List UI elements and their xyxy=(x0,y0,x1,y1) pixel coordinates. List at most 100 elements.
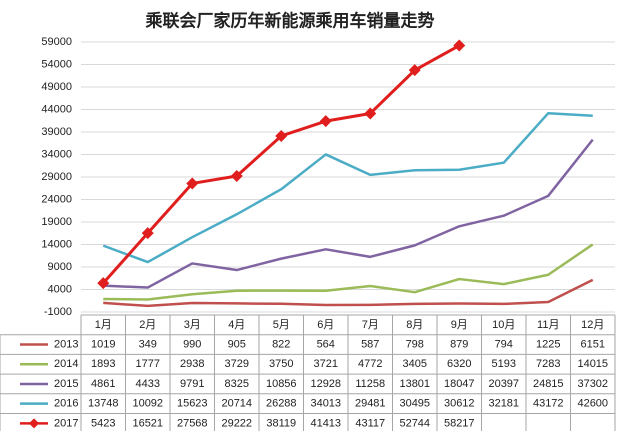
table-cell: 42600 xyxy=(577,398,608,410)
table-cell: 8325 xyxy=(225,378,249,390)
y-tick-label: 39000 xyxy=(41,126,72,138)
legend-label: 2014 xyxy=(54,358,78,370)
x-tick-label: 10月 xyxy=(492,319,515,331)
marker xyxy=(275,129,288,142)
x-tick-label: 5月 xyxy=(273,319,290,331)
marker xyxy=(453,39,466,52)
table-cell: 794 xyxy=(495,338,513,350)
table-cell: 16521 xyxy=(132,417,163,429)
table-cell: 1019 xyxy=(91,338,115,350)
table-cell: 1777 xyxy=(136,358,160,370)
y-tick-label: 49000 xyxy=(41,81,72,93)
table-cell: 5193 xyxy=(492,358,516,370)
marker xyxy=(408,64,421,77)
table-cell: 27568 xyxy=(177,417,208,429)
y-tick-label: -1000 xyxy=(44,306,72,318)
table-cell: 43172 xyxy=(533,398,564,410)
marker xyxy=(141,227,154,240)
y-tick-label: 44000 xyxy=(41,103,72,115)
table-cell: 10092 xyxy=(132,398,163,410)
table-cell: 564 xyxy=(317,338,335,350)
y-tick-label: 54000 xyxy=(41,58,72,70)
y-tick-label: 14000 xyxy=(41,238,72,250)
table-cell: 4433 xyxy=(136,378,160,390)
table-cell: 34013 xyxy=(310,398,341,410)
table-cell: 26288 xyxy=(266,398,297,410)
table-cell: 52744 xyxy=(399,417,430,429)
table-cell: 38119 xyxy=(266,417,296,429)
table-cell: 13748 xyxy=(88,398,119,410)
table-cell: 1893 xyxy=(91,358,115,370)
table-cell: 15623 xyxy=(177,398,208,410)
x-tick-label: 8月 xyxy=(406,319,423,331)
table-cell: 4772 xyxy=(358,358,382,370)
table-cell: 4861 xyxy=(91,378,115,390)
x-tick-label: 2月 xyxy=(139,319,156,331)
table-cell: 18047 xyxy=(444,378,475,390)
table-cell: 3405 xyxy=(403,358,427,370)
marker xyxy=(97,277,110,290)
table-cell: 29481 xyxy=(355,398,386,410)
table-cell: 349 xyxy=(139,338,157,350)
table-cell: 6151 xyxy=(581,338,605,350)
table-cell: 2938 xyxy=(180,358,204,370)
table-cell: 13801 xyxy=(399,378,430,390)
series-line xyxy=(103,278,594,308)
table-cell: 37302 xyxy=(577,378,608,390)
marker xyxy=(230,170,243,183)
table-cell: 9791 xyxy=(180,378,204,390)
table-cell: 3750 xyxy=(269,358,293,370)
table-cell: 20714 xyxy=(221,398,252,410)
table-cell: 58217 xyxy=(444,417,475,429)
table-cell: 905 xyxy=(228,338,246,350)
series-line xyxy=(103,138,594,289)
x-tick-label: 4月 xyxy=(228,319,245,331)
table-cell: 587 xyxy=(361,338,379,350)
table-cell: 6320 xyxy=(447,358,471,370)
table-cell: 30612 xyxy=(444,398,475,410)
table-cell: 32181 xyxy=(488,398,519,410)
table-cell: 990 xyxy=(183,338,201,350)
table-cell: 5423 xyxy=(91,417,115,429)
y-tick-label: 19000 xyxy=(41,216,72,228)
y-tick-label: 59000 xyxy=(41,36,72,48)
table-cell: 20397 xyxy=(488,378,519,390)
y-tick-label: 9000 xyxy=(48,261,72,273)
series-line xyxy=(102,111,593,264)
table-cell: 43117 xyxy=(355,417,385,429)
table-cell: 14015 xyxy=(577,358,608,370)
table-cell: 822 xyxy=(272,338,290,350)
table-cell: 41413 xyxy=(310,417,341,429)
y-tick-label: 24000 xyxy=(41,193,72,205)
y-tick-label: 34000 xyxy=(41,148,72,160)
x-tick-label: 1月 xyxy=(95,319,112,331)
x-tick-label: 6月 xyxy=(317,319,334,331)
x-tick-label: 3月 xyxy=(184,319,201,331)
x-tick-label: 11月 xyxy=(537,319,559,331)
table-cell: 30495 xyxy=(399,398,430,410)
legend-label: 2015 xyxy=(54,378,78,390)
marker xyxy=(186,177,199,190)
x-tick-label: 12月 xyxy=(581,319,604,331)
legend-marker xyxy=(29,418,39,429)
marker xyxy=(319,115,332,128)
table-cell: 1225 xyxy=(536,338,560,350)
series-line xyxy=(103,243,594,301)
table-cell: 798 xyxy=(406,338,424,350)
x-tick-label: 7月 xyxy=(362,319,379,331)
legend-label: 2013 xyxy=(54,338,78,350)
marker xyxy=(364,107,377,120)
table-cell: 10856 xyxy=(266,378,297,390)
table-cell: 879 xyxy=(450,338,468,350)
y-tick-label: 4000 xyxy=(48,283,72,295)
legend-label: 2017 xyxy=(54,417,78,429)
x-tick-label: 9月 xyxy=(451,319,468,331)
table-cell: 12928 xyxy=(310,378,341,390)
table-cell: 3729 xyxy=(225,358,249,370)
legend-label: 2016 xyxy=(54,398,78,410)
table-cell: 29222 xyxy=(221,417,252,429)
table-cell: 7283 xyxy=(536,358,560,370)
table-cell: 3721 xyxy=(314,358,338,370)
